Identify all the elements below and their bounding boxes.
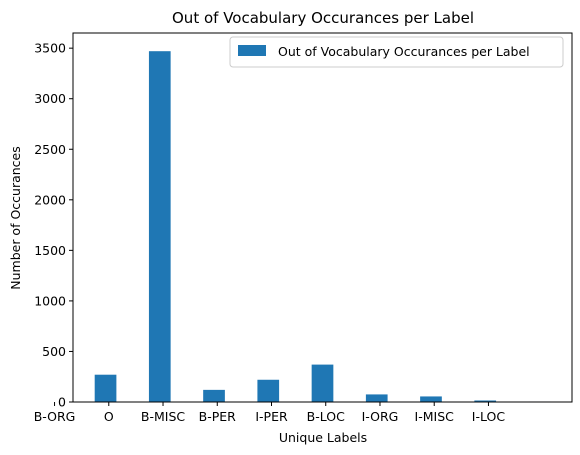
y-tick-label: 3000 — [34, 91, 66, 106]
legend-swatch — [238, 45, 266, 56]
y-tick-label: 1000 — [34, 293, 66, 308]
x-tick-label: I-PER — [255, 409, 288, 424]
bar-b-loc — [365, 394, 388, 402]
bar-i-org — [420, 396, 442, 402]
x-tick-label: B-ORG — [34, 409, 76, 424]
x-tick-label: B-PER — [199, 409, 237, 424]
y-tick-label: 500 — [42, 344, 66, 359]
legend-label: Out of Vocabulary Occurances per Label — [278, 44, 530, 59]
legend-frame — [229, 36, 564, 68]
x-tick-label: B-LOC — [307, 409, 345, 424]
x-tick-label: I-LOC — [472, 409, 506, 424]
y-tick-label: 0 — [58, 395, 66, 410]
bar-i-misc — [474, 400, 497, 402]
y-tick-label: 1500 — [34, 243, 66, 258]
x-tick-label: O — [104, 409, 114, 424]
legend: Out of Vocabulary Occurances per Label — [229, 36, 564, 68]
y-axis-title: Number of Occurances — [8, 146, 23, 290]
x-tick-label: I-ORG — [362, 409, 399, 424]
chart-title: Out of Vocabulary Occurances per Label — [172, 9, 474, 27]
bar-b-org — [94, 374, 117, 402]
y-tick-label: 3500 — [34, 41, 66, 56]
x-axis-title: Unique Labels — [279, 430, 367, 445]
axes-frame — [72, 32, 573, 403]
plot-area: 0 500 1000 1500 2000 2500 3000 3500 B-ORG O B-MISC… — [34, 32, 573, 424]
y-tick-label: 2000 — [34, 192, 66, 207]
x-tick-label: B-MISC — [141, 409, 185, 424]
bar-o — [148, 51, 171, 402]
bar-b-misc — [203, 389, 225, 402]
y-tick-label: 2500 — [34, 142, 66, 157]
bar-i-per — [311, 364, 334, 402]
bar-b-per — [257, 379, 280, 402]
x-tick-label: I-MISC — [415, 409, 455, 424]
